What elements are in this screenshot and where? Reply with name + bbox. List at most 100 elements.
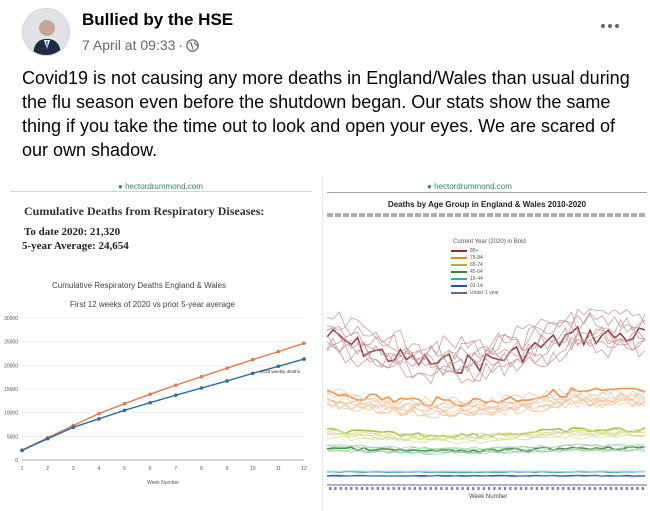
image-title: Cumulative Deaths from Respiratory Disea… bbox=[24, 204, 265, 218]
legend-label: 15-44 bbox=[470, 276, 483, 282]
week-tick-label bbox=[456, 487, 459, 490]
data-point bbox=[71, 425, 76, 430]
x-tick-label: 6 bbox=[149, 466, 152, 472]
data-point bbox=[199, 386, 204, 390]
week-tick-label bbox=[578, 487, 581, 490]
week-tick-label bbox=[514, 487, 517, 490]
age-series-line bbox=[326, 325, 646, 374]
age-series-line bbox=[326, 388, 646, 407]
week-tick-label bbox=[344, 487, 348, 490]
legend-item: 65-74 bbox=[451, 262, 483, 268]
week-tick-label bbox=[493, 487, 496, 490]
week-tick-label bbox=[466, 487, 469, 490]
fine-print-row bbox=[327, 213, 647, 217]
data-point bbox=[174, 383, 178, 388]
x-tick-label: 3 bbox=[72, 466, 75, 472]
age-series-line bbox=[326, 470, 646, 473]
y-tick-label: 15000 bbox=[4, 387, 18, 393]
age-series-line bbox=[326, 398, 646, 419]
stat-to-date: To date 2020: 21,320 bbox=[24, 226, 121, 238]
data-point bbox=[122, 408, 127, 413]
age-series-line bbox=[326, 331, 646, 377]
age-series-line bbox=[326, 398, 646, 417]
age-series-line bbox=[326, 392, 646, 411]
y-tick-label: 30000 bbox=[4, 316, 18, 322]
x-tick-label: 11 bbox=[276, 466, 281, 472]
week-tick-label bbox=[583, 487, 586, 490]
image-title: Deaths by Age Group in England & Wales 2… bbox=[387, 200, 587, 209]
week-tick-label bbox=[519, 487, 522, 490]
week-tick-label bbox=[366, 487, 369, 490]
week-tick-label bbox=[424, 487, 427, 490]
week-tick-label bbox=[530, 487, 533, 490]
week-tick-label bbox=[631, 487, 634, 490]
legend-swatch bbox=[451, 278, 467, 280]
age-series-line bbox=[326, 313, 646, 362]
week-tick-label bbox=[329, 487, 332, 490]
legend-item: 85+ bbox=[451, 248, 478, 254]
x-axis-label: Week Number bbox=[147, 480, 179, 486]
y-tick-label: 0 bbox=[15, 458, 18, 464]
x-axis-label: Week Number bbox=[469, 494, 508, 500]
author-name[interactable]: Bullied by the HSE bbox=[82, 10, 234, 29]
week-tick-label bbox=[397, 487, 401, 490]
week-tick-label bbox=[429, 487, 432, 490]
age-series-line bbox=[326, 444, 646, 451]
avatar[interactable] bbox=[22, 8, 70, 56]
week-tick-label bbox=[599, 487, 602, 490]
watermark: ● hectordrummond.com bbox=[118, 182, 203, 191]
week-tick-label bbox=[525, 487, 528, 490]
age-series-line bbox=[326, 431, 646, 441]
watermark: ● hectordrummond.com bbox=[427, 182, 512, 191]
week-tick-label bbox=[350, 487, 353, 490]
age-series-line bbox=[326, 324, 646, 369]
more-options-dot bbox=[608, 24, 612, 28]
legend-item: 01-14 bbox=[451, 283, 483, 289]
week-tick-label bbox=[450, 487, 454, 490]
x-tick-label: 5 bbox=[123, 466, 126, 472]
week-tick-label bbox=[498, 487, 501, 490]
week-tick-label bbox=[371, 487, 374, 490]
x-tick-label: 4 bbox=[98, 466, 101, 472]
week-tick-label bbox=[419, 487, 422, 490]
week-tick-label bbox=[461, 487, 464, 490]
week-tick-label bbox=[482, 487, 485, 490]
post-media[interactable]: ● hectordrummond.com Cumulative Deaths f… bbox=[0, 176, 650, 511]
week-tick-label bbox=[392, 487, 395, 490]
age-group-chart bbox=[326, 308, 647, 490]
data-point bbox=[174, 393, 178, 397]
y-tick-label: 25000 bbox=[4, 340, 18, 346]
age-series-line bbox=[326, 443, 646, 451]
right-image[interactable]: ● hectordrummond.com Deaths by Age Group… bbox=[322, 176, 650, 511]
data-point bbox=[97, 417, 101, 421]
legend-label: 75-84 bbox=[470, 255, 483, 261]
left-image[interactable]: ● hectordrummond.com Cumulative Deaths f… bbox=[0, 176, 322, 511]
age-series-line bbox=[326, 336, 646, 384]
globe-icon bbox=[186, 38, 199, 52]
week-tick-label bbox=[604, 487, 607, 490]
week-tick-label bbox=[440, 487, 443, 490]
x-tick-label: 9 bbox=[226, 466, 229, 472]
week-tick-label bbox=[382, 487, 385, 490]
age-series-line bbox=[326, 387, 646, 408]
stat-average: 5-year Average: 24,654 bbox=[22, 240, 129, 252]
legend-item: 45-64 bbox=[451, 269, 483, 275]
post-header: Bullied by the HSE 7 April at 09:33 · bbox=[22, 6, 642, 62]
week-tick-label bbox=[562, 487, 565, 490]
data-point bbox=[250, 371, 255, 376]
x-tick-label: 12 bbox=[301, 466, 307, 472]
week-tick-label bbox=[403, 487, 406, 490]
week-tick-label bbox=[435, 487, 438, 490]
chart-title: Cumulative Respiratory Deaths England & … bbox=[52, 281, 227, 290]
more-options-button[interactable] bbox=[596, 16, 624, 36]
data-point bbox=[122, 401, 127, 406]
age-series-line bbox=[326, 448, 646, 455]
legend-swatch bbox=[451, 285, 467, 287]
week-tick-label bbox=[488, 487, 491, 490]
post-timestamp[interactable]: 7 April at 09:33 bbox=[82, 37, 176, 53]
age-series-line bbox=[326, 393, 646, 413]
week-tick-label bbox=[546, 487, 549, 490]
post-text: Covid19 is not causing any more deaths i… bbox=[22, 68, 630, 160]
legend-item: 75-84 bbox=[451, 255, 483, 261]
